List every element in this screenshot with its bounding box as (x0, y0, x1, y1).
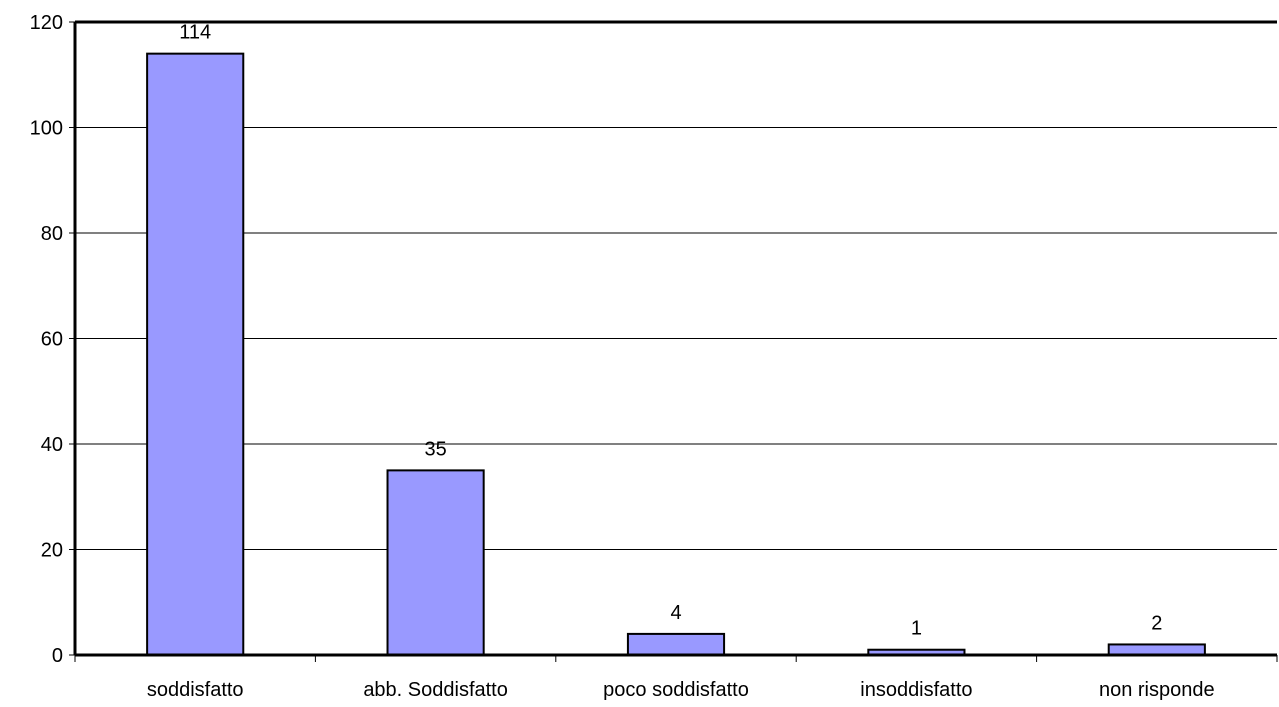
data-label: 1 (911, 618, 922, 640)
data-label: 114 (179, 22, 211, 44)
category-labels: soddisfatto abb. Soddisfatto poco soddisfa… (147, 679, 1215, 701)
y-tick-labels: 0 20 40 60 80 100 120 (30, 12, 63, 667)
y-tick-label: 20 (41, 540, 63, 562)
axes (69, 20, 1278, 662)
y-tick-label: 60 (41, 329, 63, 351)
category-label: soddisfatto (147, 679, 244, 701)
bar (386, 469, 485, 656)
bar (146, 52, 245, 656)
data-label: 2 (1151, 612, 1162, 634)
y-tick-label: 40 (41, 434, 63, 456)
category-label: non risponde (1099, 679, 1215, 701)
bars (146, 52, 1206, 657)
y-tick-label: 80 (41, 223, 63, 245)
category-label: insoddisfatto (860, 679, 972, 701)
y-tick-label: 120 (30, 12, 63, 34)
category-label: poco soddisfatto (603, 679, 749, 701)
data-label: 35 (424, 438, 446, 460)
bar (626, 632, 726, 657)
bar (1107, 643, 1206, 657)
y-tick-label: 0 (52, 645, 63, 667)
gridlines (75, 127, 1277, 550)
category-label: abb. Soddisfatto (363, 679, 508, 701)
data-label: 4 (670, 602, 681, 624)
data-labels: 114 35 4 1 2 (179, 22, 1162, 640)
y-tick-label: 100 (30, 118, 63, 140)
